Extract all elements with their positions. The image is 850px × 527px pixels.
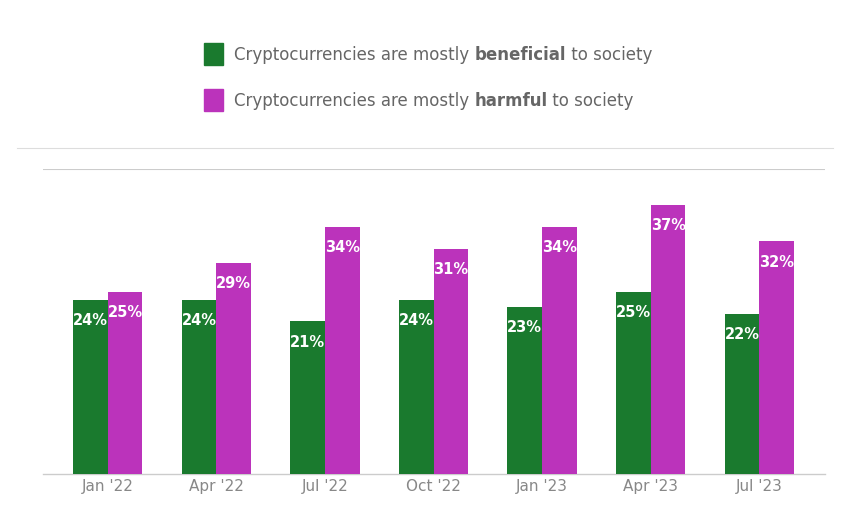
Bar xyxy=(73,300,108,474)
Bar xyxy=(507,307,542,474)
Bar xyxy=(182,300,216,474)
Bar xyxy=(290,321,325,474)
Text: 24%: 24% xyxy=(399,313,434,328)
Bar xyxy=(325,227,360,474)
Text: 25%: 25% xyxy=(107,306,143,320)
Text: 31%: 31% xyxy=(434,262,468,277)
Text: 32%: 32% xyxy=(759,255,794,269)
Bar xyxy=(399,300,434,474)
Text: harmful: harmful xyxy=(474,92,547,110)
Bar xyxy=(616,292,651,474)
Text: 24%: 24% xyxy=(181,313,217,328)
Text: 24%: 24% xyxy=(73,313,108,328)
Bar xyxy=(759,241,794,474)
Text: 34%: 34% xyxy=(325,240,360,255)
Text: beneficial: beneficial xyxy=(474,46,565,64)
Bar xyxy=(434,249,468,474)
Text: 37%: 37% xyxy=(650,218,686,233)
Bar xyxy=(216,264,251,474)
Text: to society: to society xyxy=(547,92,633,110)
Text: Cryptocurrencies are mostly: Cryptocurrencies are mostly xyxy=(234,92,474,110)
Text: 23%: 23% xyxy=(507,320,542,335)
Bar xyxy=(651,205,685,474)
Bar xyxy=(542,227,577,474)
Text: 21%: 21% xyxy=(290,335,325,349)
Text: 34%: 34% xyxy=(542,240,577,255)
Text: 22%: 22% xyxy=(724,327,759,343)
Text: 25%: 25% xyxy=(615,306,651,320)
Text: to society: to society xyxy=(565,46,652,64)
Text: Cryptocurrencies are mostly: Cryptocurrencies are mostly xyxy=(234,46,474,64)
Bar xyxy=(724,314,759,474)
Bar xyxy=(108,292,143,474)
Text: 29%: 29% xyxy=(216,276,251,291)
